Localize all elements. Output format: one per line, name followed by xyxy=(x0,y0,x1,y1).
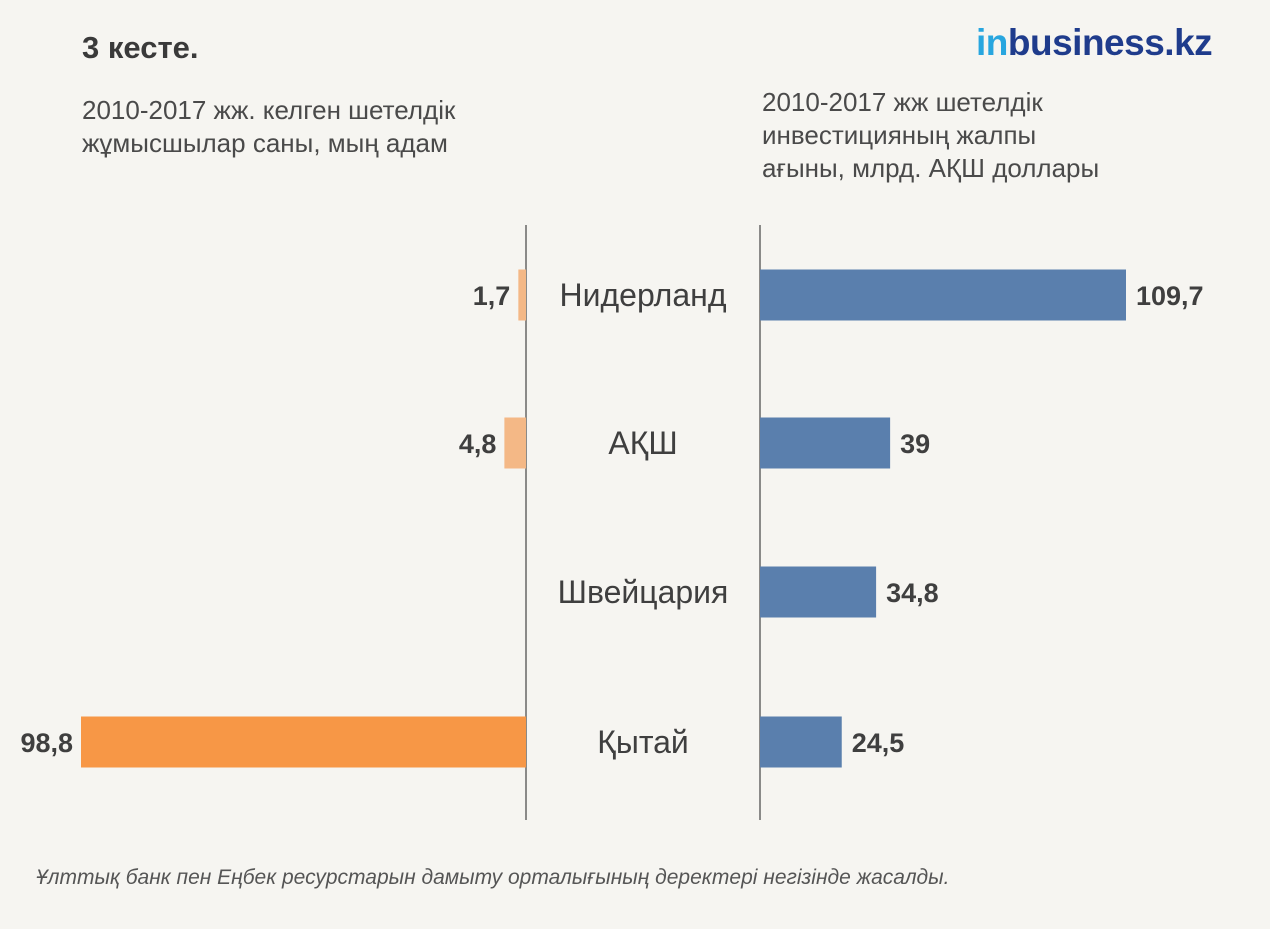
right-bar-cat-2 xyxy=(760,566,877,618)
logo-rest: business.kz xyxy=(1007,22,1213,63)
left-value-label-cat-0: 1,7 xyxy=(473,281,511,311)
left-value-label-cat-3: 98,8 xyxy=(20,728,73,758)
right-value-label-cat-0: 109,7 xyxy=(1136,281,1204,311)
right-value-label-cat-1: 39 xyxy=(900,429,930,459)
right-value-label-cat-2: 34,8 xyxy=(886,578,939,608)
right-bar-cat-1 xyxy=(760,417,891,469)
left-bar-cat-3 xyxy=(81,716,526,768)
right-subtitle: 2010-2017 жж шетелдік инвестицияның жалп… xyxy=(762,86,1182,185)
right-subtitle-line-2: инвестицияның жалпы xyxy=(762,120,1037,150)
right-value-label-cat-3: 24,5 xyxy=(852,728,905,758)
left-bar-cat-1 xyxy=(504,417,526,469)
left-subtitle-line-2: жұмысшылар саны, мың адам xyxy=(82,128,448,158)
left-bar-cat-0 xyxy=(518,269,526,321)
category-label-cat-1: АҚШ xyxy=(608,425,677,461)
left-value-label-cat-1: 4,8 xyxy=(459,429,497,459)
chart-title: 3 кесте. xyxy=(82,30,199,65)
brand-logo[interactable]: inbusiness.kz xyxy=(976,22,1213,64)
source-note: Ұлттық банк пен Еңбек ресурстарын дамыту… xyxy=(36,866,950,889)
right-bar-cat-0 xyxy=(760,269,1126,321)
right-bar-cat-3 xyxy=(760,716,842,768)
left-subtitle-line-1: 2010-2017 жж. келген шетелдік xyxy=(82,95,456,125)
category-label-cat-2: Швейцария xyxy=(558,574,729,610)
right-subtitle-line-3: ағыны, млрд. АҚШ доллары xyxy=(762,153,1100,183)
category-label-cat-0: Нидерланд xyxy=(560,277,727,313)
right-subtitle-line-1: 2010-2017 жж шетелдік xyxy=(762,87,1043,117)
left-subtitle: 2010-2017 жж. келген шетелдік жұмысшылар… xyxy=(82,94,542,160)
logo-prefix: in xyxy=(976,22,1008,63)
category-label-cat-3: Қытай xyxy=(597,724,689,760)
